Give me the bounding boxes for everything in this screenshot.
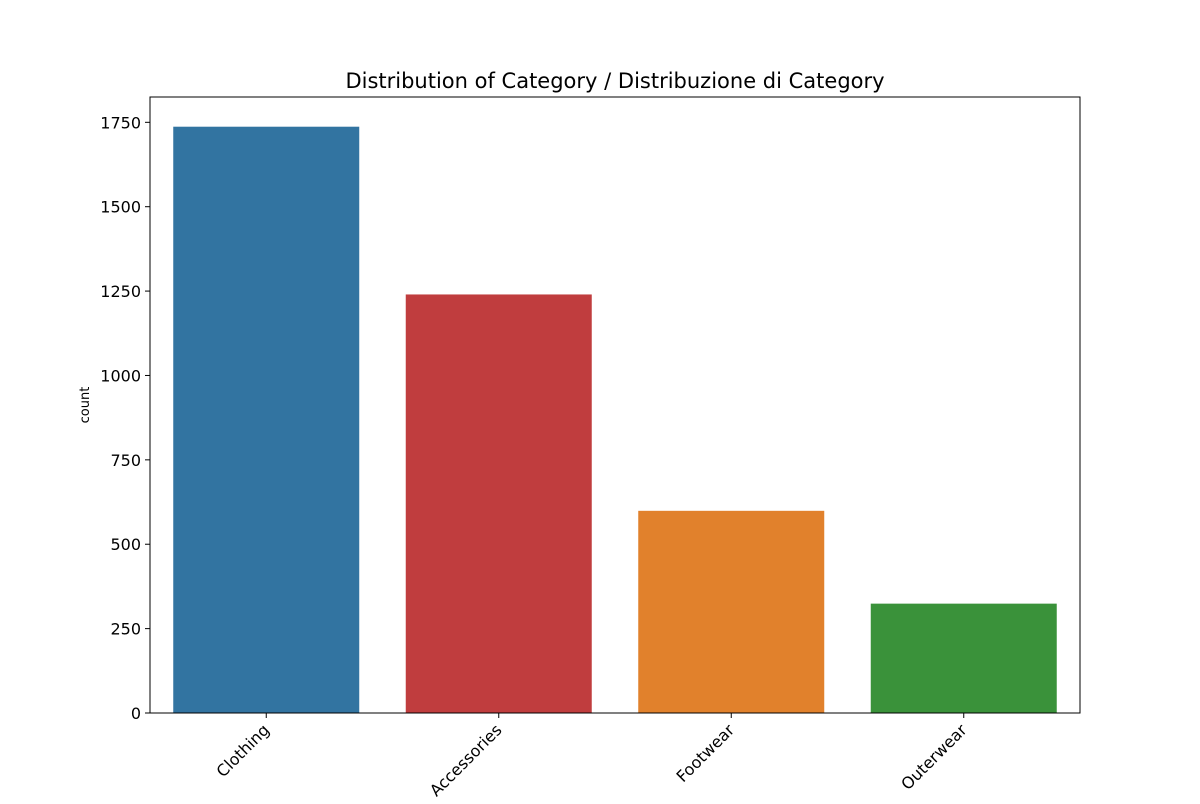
bar-footwear — [638, 510, 825, 713]
bar-clothing — [173, 126, 360, 714]
x-tick-label: Accessories — [426, 720, 506, 800]
y-tick-label: 1500 — [100, 198, 141, 217]
x-axis-ticks: Clothing Accessories Footwear Outerwear — [213, 713, 971, 800]
bar-accessories — [405, 294, 592, 713]
y-tick-label: 1000 — [100, 366, 141, 385]
chart-title: Distribution of Category / Distribuzione… — [345, 69, 884, 93]
plot-frame — [149, 96, 1081, 714]
y-tick-label: 250 — [110, 620, 141, 639]
bar-outerwear — [870, 603, 1057, 713]
y-tick-label: 500 — [110, 535, 141, 554]
x-tick-label: Footwear — [672, 720, 738, 786]
y-tick-label: 750 — [110, 451, 141, 470]
y-tick-label: 0 — [131, 704, 141, 723]
bars-group — [173, 126, 1057, 714]
y-axis-label: count — [78, 387, 93, 424]
y-tick-label: 1750 — [100, 113, 141, 132]
y-tick-label: 1250 — [100, 282, 141, 301]
y-axis-ticks: 0 250 500 750 1000 1250 1500 1750 — [100, 113, 150, 723]
x-tick-label: Clothing — [213, 720, 274, 781]
x-tick-label: Outerwear — [897, 720, 971, 794]
